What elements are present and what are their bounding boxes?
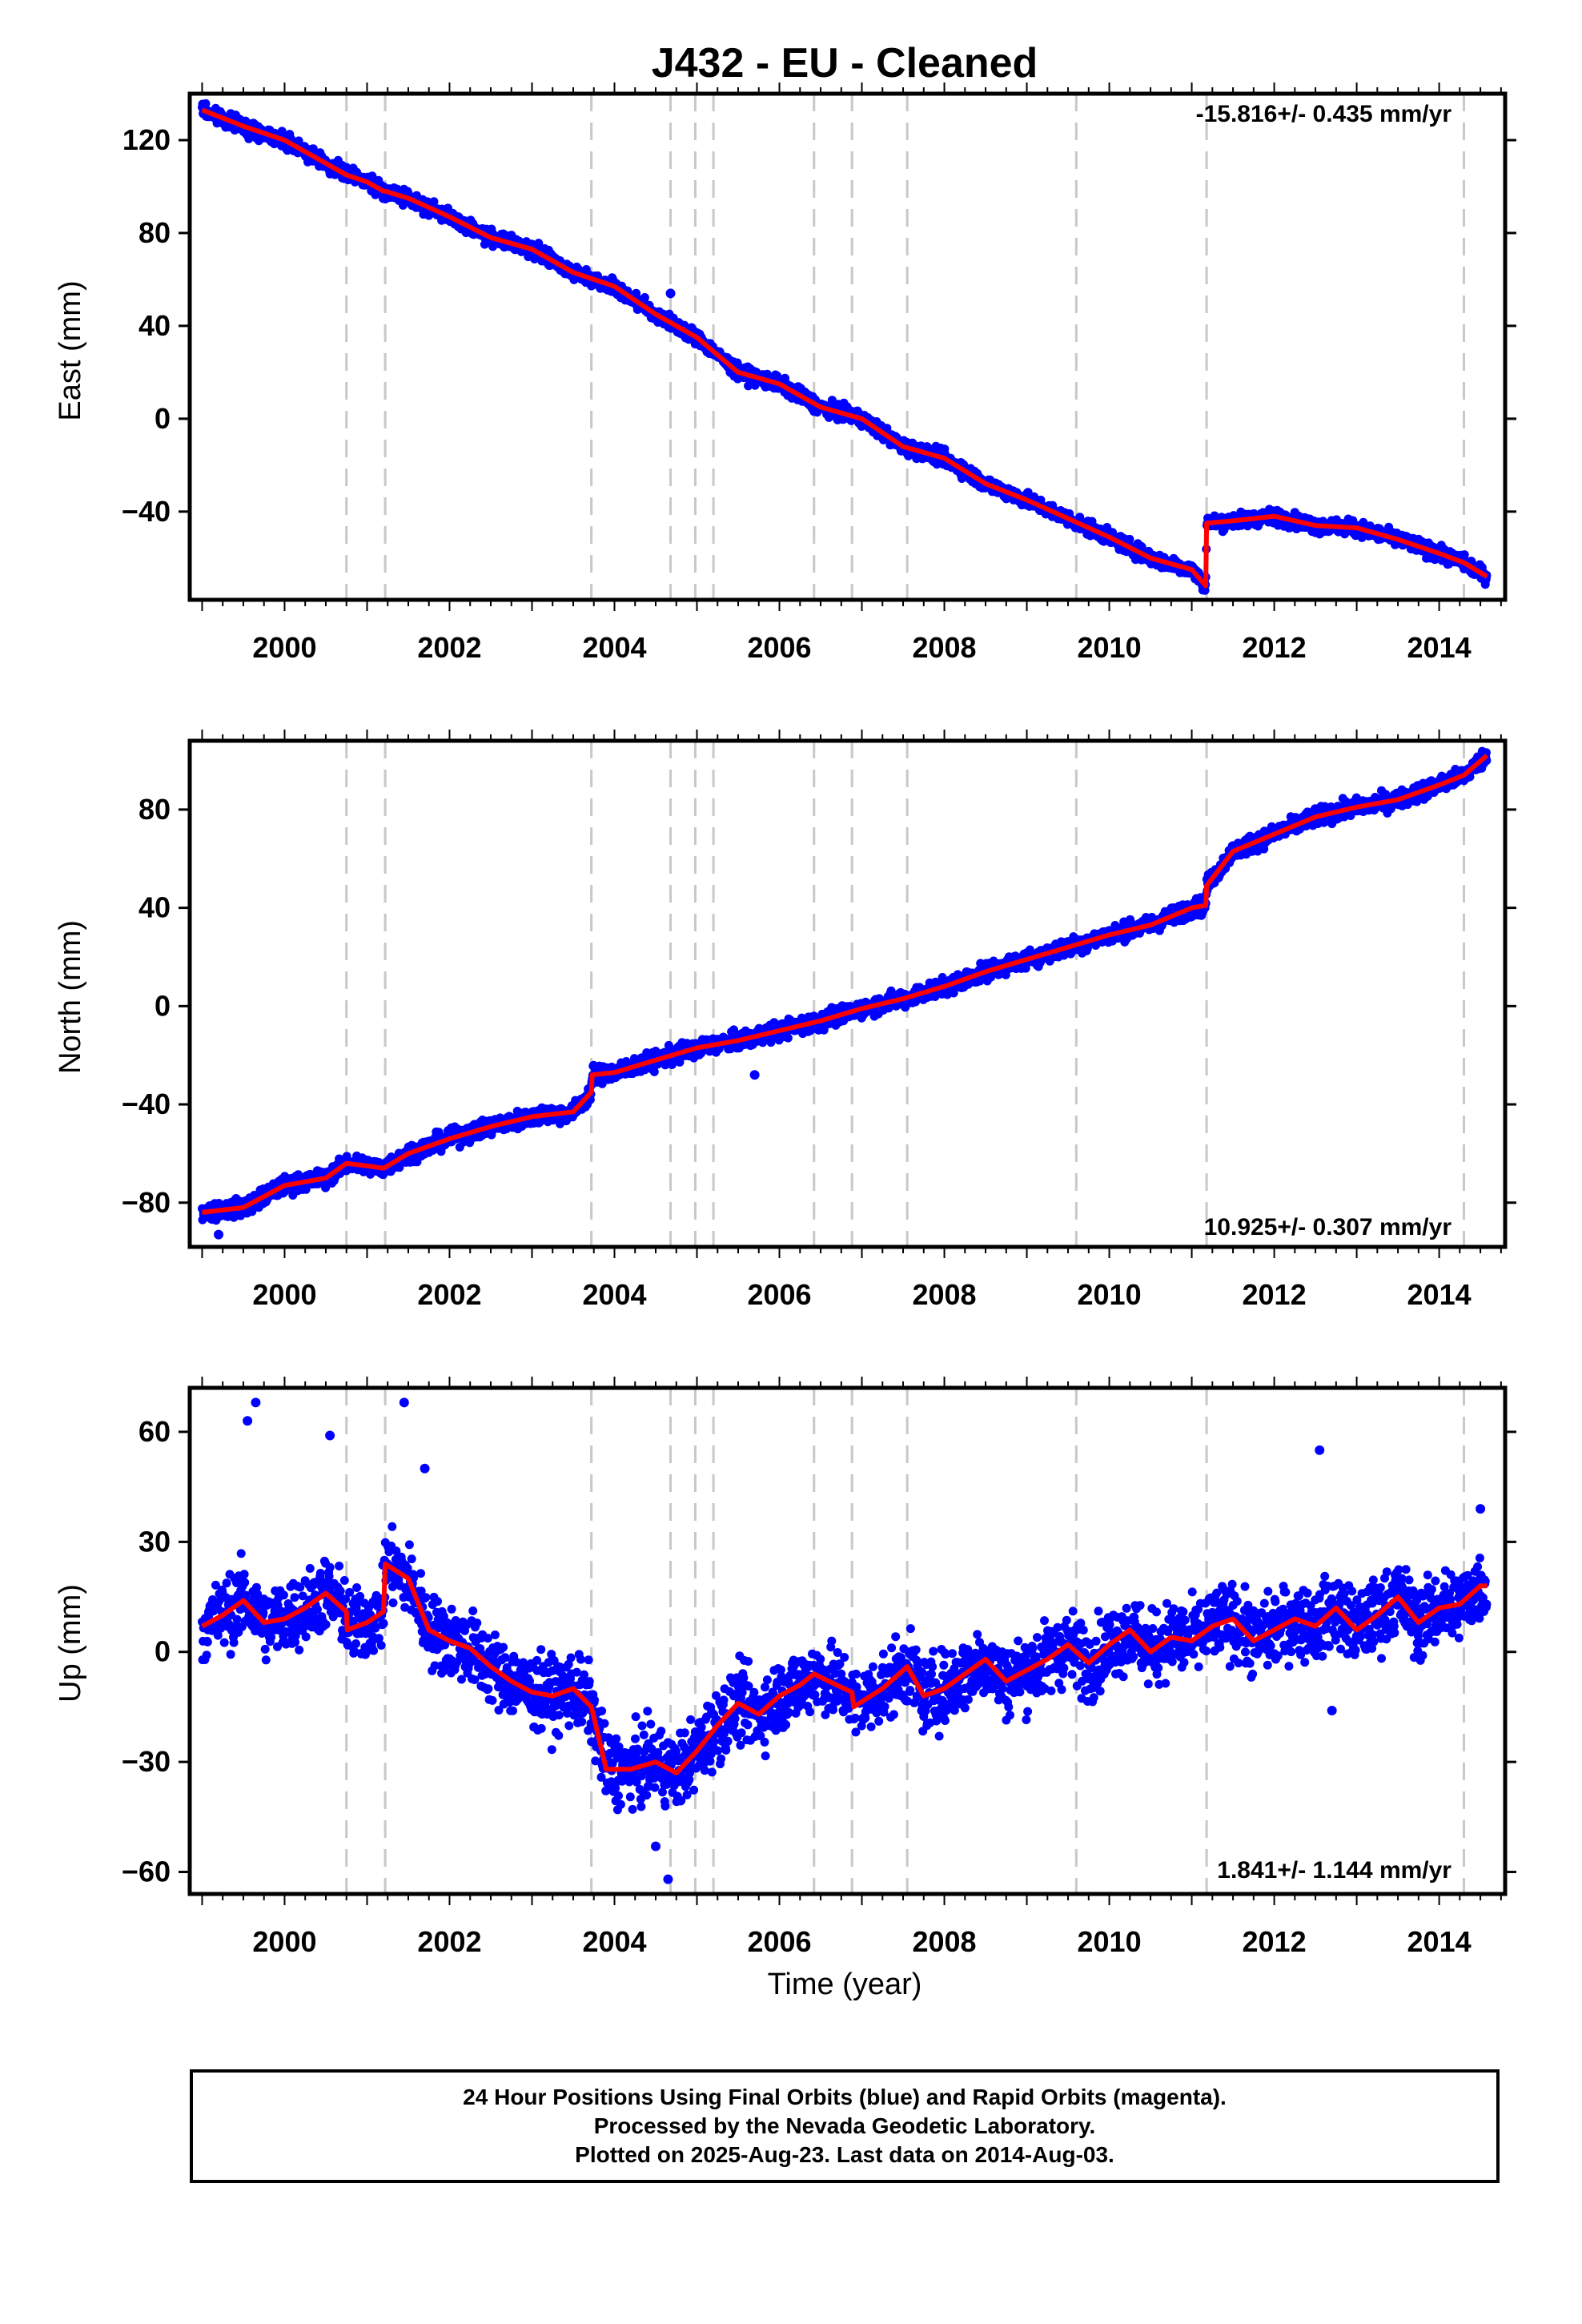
east-y-tick-label: 0 (155, 402, 171, 435)
east-data-point (640, 293, 649, 302)
east-x-tick-label: 2002 (417, 631, 481, 664)
east-data-point (1125, 534, 1134, 544)
east-y-axis-label: East (mm) (54, 280, 87, 420)
east-data-point (827, 396, 837, 405)
east-x-tick-label: 2010 (1078, 631, 1142, 664)
east-data-point (201, 99, 211, 108)
east-x-tick-label: 2014 (1407, 631, 1472, 664)
east-x-tick-label: 2006 (747, 631, 811, 664)
chart-title: J432 - EU - Cleaned (652, 40, 1038, 86)
north-data-point (783, 1033, 793, 1043)
east-y-tick-label: 40 (139, 309, 171, 342)
east-data-point (367, 171, 377, 181)
east-data-point (429, 197, 439, 207)
east-rate-annotation: -15.816+/- 0.435 mm/yr (1196, 101, 1452, 127)
east-x-tick-label: 2012 (1243, 631, 1307, 664)
east-x-tick-label: 2000 (252, 631, 316, 664)
east-y-tick-label: 80 (139, 216, 171, 249)
east-outlier-point (665, 288, 676, 299)
east-y-tick-label: −40 (122, 495, 171, 528)
east-x-tick-label: 2008 (912, 631, 976, 664)
east-y-tick-label: 120 (122, 123, 171, 156)
east-panel: 120 80 40 0 −40 2000 2002 2004 2006 2008 2010 2012 2… (54, 82, 1516, 664)
east-x-tick-label: 2004 (582, 631, 646, 664)
